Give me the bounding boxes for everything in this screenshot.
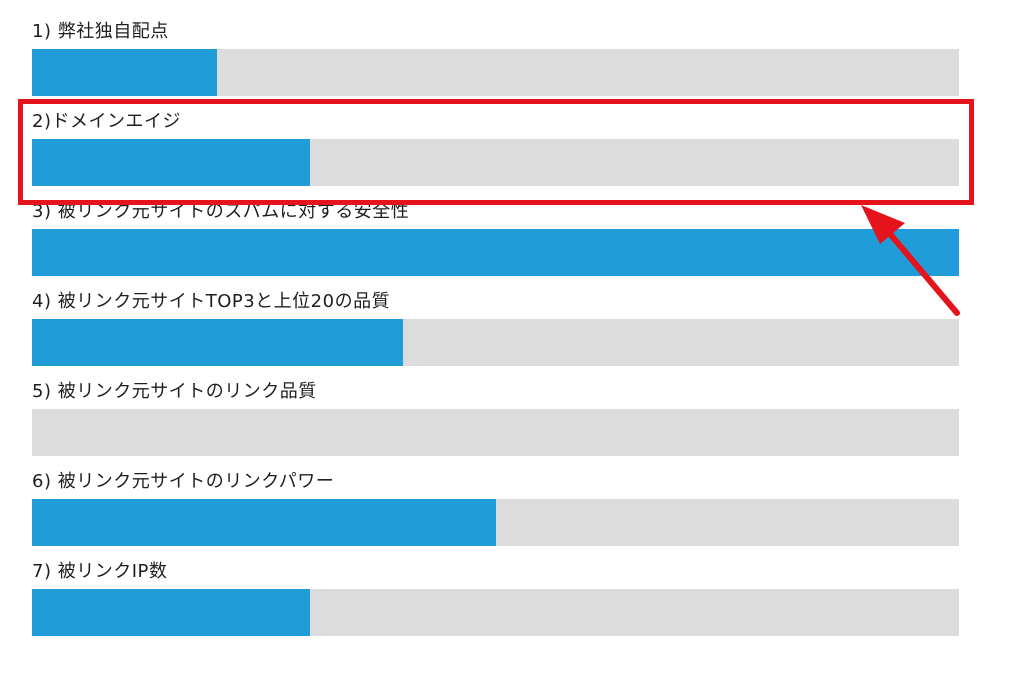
bar-track <box>32 229 959 276</box>
bar <box>32 499 496 546</box>
bar-track <box>32 319 959 366</box>
category-label: 3) 被リンク元サイトのスパムに対する安全性 <box>32 201 410 222</box>
bar-track <box>32 589 959 636</box>
bar <box>32 319 403 366</box>
bar-track <box>32 409 959 456</box>
category-label: 2)ドメインエイジ <box>32 111 181 132</box>
bar <box>32 49 218 96</box>
bar <box>32 229 959 276</box>
category-label: 7) 被リンクIP数 <box>32 561 168 582</box>
category-label: 5) 被リンク元サイトのリンク品質 <box>32 381 317 402</box>
bar-track <box>32 139 959 186</box>
bar <box>32 139 311 186</box>
category-label: 6) 被リンク元サイトのリンクパワー <box>32 471 335 492</box>
highlight-box <box>18 99 974 205</box>
bar-track <box>32 49 959 96</box>
bar-track <box>32 499 959 546</box>
category-label: 4) 被リンク元サイトTOP3と上位20の品質 <box>32 291 391 312</box>
category-label: 1) 弊社独自配点 <box>32 21 169 42</box>
bar <box>32 589 311 636</box>
